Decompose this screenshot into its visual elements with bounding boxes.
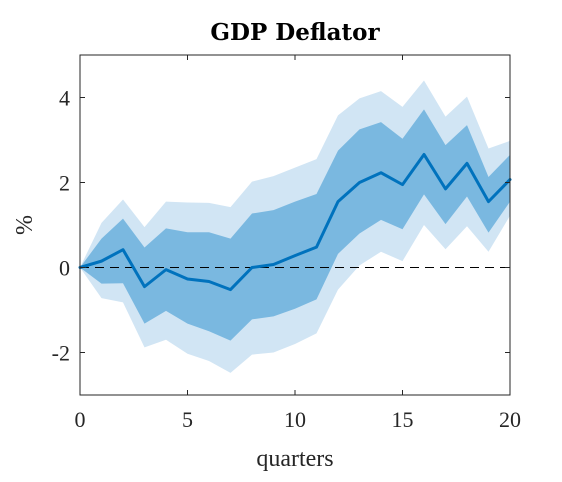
x-tick-label: 5 — [182, 407, 193, 432]
x-tick-label: 0 — [75, 407, 86, 432]
impulse-response-line — [78, 152, 512, 292]
y-axis-label: % — [12, 215, 38, 235]
x-tick-label: 20 — [499, 407, 521, 432]
x-axis-label: quarters — [256, 446, 333, 472]
y-axis-ticks: -2 0 2 4 — [52, 86, 510, 366]
x-axis-ticks: 0 5 10 15 20 — [75, 55, 521, 432]
y-tick-label: 2 — [59, 171, 70, 196]
confidence-bands — [80, 80, 510, 373]
x-tick-label: 10 — [284, 407, 306, 432]
y-tick-label: -2 — [52, 341, 70, 366]
y-tick-label: 4 — [59, 86, 70, 111]
chart-title: GDP Deflator — [210, 19, 380, 46]
y-tick-label: 0 — [59, 256, 70, 281]
series-lines — [78, 152, 512, 292]
x-tick-label: 15 — [392, 407, 414, 432]
inner-confidence-band — [80, 109, 510, 341]
